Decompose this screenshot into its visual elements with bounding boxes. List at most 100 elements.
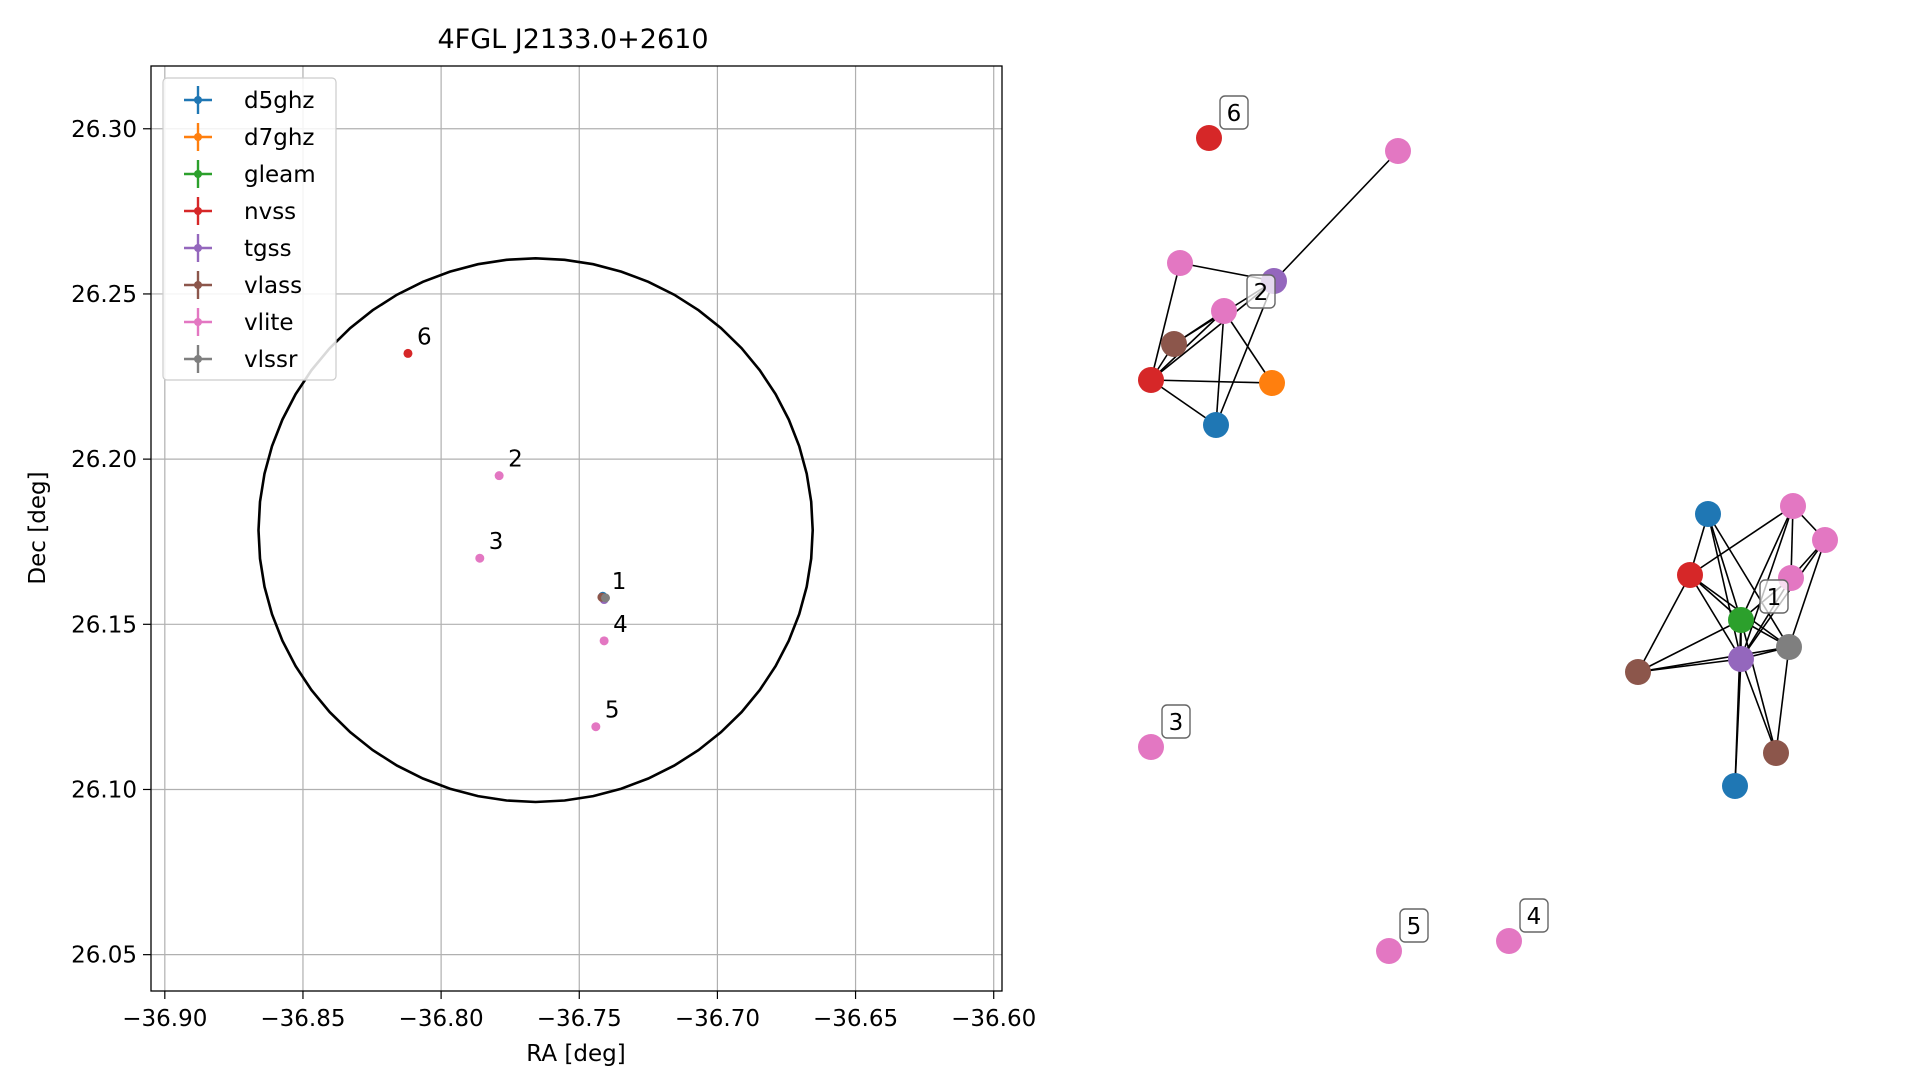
x-tick-label: −36.85: [260, 1006, 345, 1032]
graph-edge: [1707, 513, 1790, 648]
graph-edge: [1775, 646, 1790, 754]
graph-edge: [1707, 513, 1742, 621]
node-label: 1: [1767, 585, 1782, 611]
association-graph: 6 2 1 3 5 4: [1138, 95, 1838, 964]
node-label-box: [1759, 579, 1789, 614]
legend-marker-dot: [194, 281, 202, 289]
graph-edge: [1150, 262, 1181, 381]
legend-label-vlssr: vlssr: [244, 347, 298, 373]
legend-marker-dot: [194, 355, 202, 363]
source-annotation: 6: [417, 324, 432, 350]
nvss-node: [1196, 125, 1222, 151]
nvss-node: [1138, 367, 1164, 393]
vlite-node: [1812, 527, 1838, 553]
node-label-box: [1219, 95, 1249, 130]
legend-marker-dot: [194, 318, 202, 326]
d7ghz-node: [1259, 370, 1285, 396]
gleam-node: [1728, 607, 1754, 633]
node-label: 3: [1169, 710, 1184, 736]
d5ghz-node: [1722, 773, 1748, 799]
graph-edge: [1689, 505, 1794, 576]
vlite-point: [494, 471, 504, 481]
graph-edge: [1740, 505, 1794, 621]
legend-label-gleam: gleam: [244, 162, 316, 188]
graph-edge: [1273, 150, 1399, 282]
graph-edge: [1637, 619, 1742, 673]
vlite-node: [1167, 250, 1193, 276]
d5ghz-node: [1203, 412, 1229, 438]
axis-ticks: −36.90 −36.85 −36.80 −36.75 −36.70 −36.65 −36.…: [71, 117, 1036, 1032]
x-tick-label: −36.90: [122, 1006, 207, 1032]
legend-label-d5ghz: d5ghz: [244, 88, 314, 114]
y-tick-label: 26.25: [71, 282, 137, 308]
error-ellipse: [257, 256, 815, 804]
source-annotation: 3: [489, 529, 504, 555]
vlite-point: [591, 722, 601, 732]
graph-edge: [1215, 310, 1225, 426]
node-label-box: [1161, 704, 1191, 739]
vlite-node: [1211, 298, 1237, 324]
x-tick-label: −36.70: [675, 1006, 760, 1032]
vlass-node: [1763, 740, 1789, 766]
graph-edge: [1734, 658, 1742, 787]
y-tick-label: 26.30: [71, 117, 137, 143]
data-points: [403, 348, 611, 732]
graph-node-labels: 6 2 1 3 5 4: [1161, 95, 1789, 943]
y-tick-label: 26.05: [71, 943, 137, 969]
node-label-box: [1399, 908, 1429, 943]
vlite-node: [1376, 938, 1402, 964]
legend-label-vlass: vlass: [244, 273, 302, 299]
node-label: 6: [1227, 101, 1242, 127]
vlite-node: [1780, 493, 1806, 519]
legend-marker-dot: [194, 133, 202, 141]
vlite-point: [599, 636, 609, 646]
d5ghz-node: [1695, 501, 1721, 527]
nvss-point: [403, 348, 413, 358]
legend-label-vlite: vlite: [244, 310, 294, 336]
node-label: 2: [1254, 280, 1269, 306]
graph-nodes: [1138, 125, 1838, 964]
source-annotation: 4: [613, 612, 628, 638]
legend-marker-dot: [194, 207, 202, 215]
y-tick-label: 26.20: [71, 447, 137, 473]
chart-title: 4FGL J2133.0+2610: [437, 24, 708, 55]
vlass-node: [1161, 331, 1187, 357]
x-tick-label: −36.65: [813, 1006, 898, 1032]
x-tick-label: −36.75: [537, 1006, 622, 1032]
graph-edge: [1150, 379, 1273, 384]
vlite-point: [475, 553, 485, 563]
graph-edge: [1223, 310, 1273, 384]
legend-marker-dot: [194, 170, 202, 178]
graph-edge: [1637, 574, 1691, 673]
vlass-node: [1625, 659, 1651, 685]
vlssr-node: [1776, 634, 1802, 660]
graph-edge: [1150, 379, 1217, 426]
source-annotation: 2: [508, 447, 523, 473]
x-tick-label: −36.60: [951, 1006, 1036, 1032]
node-label-box: [1519, 898, 1549, 933]
legend-box: [162, 77, 337, 381]
vlssr-point: [601, 593, 611, 603]
error-ellipse-outline: [257, 256, 815, 804]
legend-label-nvss: nvss: [244, 199, 296, 225]
legend-label-d7ghz: d7ghz: [244, 125, 314, 151]
graph-edge: [1740, 619, 1777, 754]
x-tick-label: −36.80: [399, 1006, 484, 1032]
graph-edge: [1637, 646, 1790, 673]
x-axis-label: RA [deg]: [526, 1041, 625, 1067]
source-annotations: 1 2 3 4 5 6: [417, 324, 628, 723]
node-label-box: [1246, 274, 1276, 309]
y-tick-label: 26.15: [71, 612, 137, 638]
legend-marker-dot: [194, 96, 202, 104]
node-label: 4: [1527, 904, 1542, 930]
vlite-node: [1385, 138, 1411, 164]
tgss-node: [1728, 646, 1754, 672]
legend-label-tgss: tgss: [244, 236, 292, 262]
node-label: 5: [1407, 914, 1422, 940]
graph-edge: [1150, 310, 1225, 381]
graph-edge: [1707, 513, 1742, 660]
y-axis-label: Dec [deg]: [25, 471, 51, 584]
source-annotation: 5: [605, 698, 620, 724]
